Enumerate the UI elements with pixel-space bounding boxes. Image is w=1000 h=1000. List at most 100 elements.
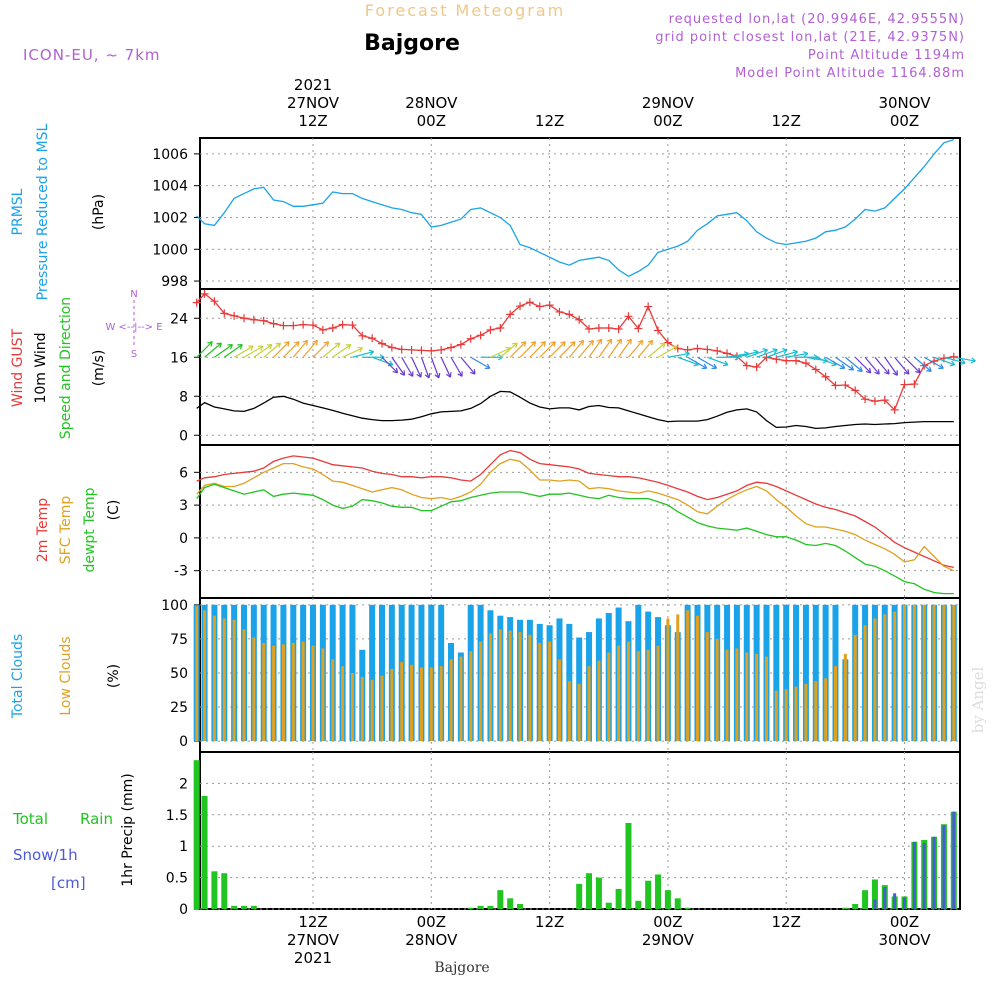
wind-arrow [204,342,222,358]
low-cloud-bar [567,681,571,742]
pressure-unit: (hPa) [91,194,107,230]
rain-bar [862,890,869,909]
top-time-label: 2021 [294,76,332,94]
low-cloud-bar [272,645,276,742]
temperature-ytick-label: -3 [174,564,188,580]
wind-arrow-head [248,345,254,351]
low-cloud-bar [518,632,522,742]
temp-label-sfc: SFC Temp [58,496,74,565]
wind-arrow [499,342,518,358]
wind-arrow [519,341,537,358]
wind-label-dir: Speed and Direction [58,297,74,439]
wind-arrow [588,338,603,358]
rain-bar [193,760,200,909]
wind-arrow [539,341,556,358]
wind-unit: (m/s) [91,350,107,387]
top-time-label: 30NOV [878,94,931,112]
low-cloud-bar [735,648,739,742]
low-cloud-bar [607,652,611,742]
low-cloud-bar [488,633,492,742]
wind-arrow-head [368,349,375,356]
gust-point [328,324,337,332]
low-cloud-bar [853,634,857,742]
wind-ytick-label: 24 [170,311,188,327]
clouds-ytick-label: 0 [179,734,188,750]
bottom-time-label: 00Z [890,913,919,931]
rain-bar [201,795,208,909]
wind-arrow-head [672,345,678,351]
temperature-ytick-label: 3 [179,498,188,514]
rain-bar [211,871,218,909]
gust-point [545,301,554,310]
gust-point [348,321,357,330]
wind-ytick-label: 8 [179,389,188,405]
wind-arrow [825,356,845,369]
snow-bar [873,899,877,909]
low-cloud-bar [390,668,394,742]
wind-arrow [618,338,632,358]
gust-point [841,381,850,390]
wind-arrow-head [484,363,491,369]
total-cloud-bar [822,604,829,742]
wind-arrow [953,356,976,362]
pressure-ytick-label: 1000 [152,242,188,258]
gust-point [456,340,465,349]
low-cloud-bar [843,653,847,742]
bottom-time-label: 27NOV [287,931,340,949]
wind-arrow-head [762,348,768,354]
rain-bar [684,907,691,909]
low-cloud-bar [833,666,837,742]
gust-point [644,302,653,311]
rain-bar [240,905,247,909]
low-cloud-bar [410,664,414,742]
wind-arrow [549,341,566,358]
wind-arrow-head [792,349,799,356]
gust-point [496,324,505,332]
wind-arrow [864,356,880,375]
wind-arrow [420,357,430,379]
wind-arrow-head [434,372,441,379]
wind-arrow [460,356,476,375]
gust-point [279,321,288,330]
top-time-label: 00Z [417,112,446,130]
low-cloud-bar [232,619,236,742]
top-time-label: 00Z [890,112,919,130]
gust-point [289,321,298,330]
clouds-ytick-label: 50 [170,666,188,682]
wind-ytick-label: 0 [179,428,188,444]
top-time-label: 00Z [653,112,682,130]
rain-bar [842,907,849,909]
rain-bar [605,902,612,909]
wind-label-gust: Wind GUST [10,328,26,407]
temperature-series-2m-temp [196,449,954,569]
low-cloud-bar [311,645,315,742]
low-cloud-bar [321,648,325,742]
gust-point [466,334,475,343]
top-time-label: 29NOV [642,94,695,112]
low-cloud-bar [695,615,699,742]
wind-arrow-head [570,341,576,347]
wind-arrow-head [660,342,666,349]
wind-arrow-head [512,342,518,349]
gust-point [693,344,702,353]
wind-arrow [756,349,778,358]
gust-point [703,345,712,354]
low-cloud-bar [597,660,601,742]
wind-arrow [568,340,584,358]
low-cloud-bar [873,618,877,742]
gust-point [821,372,830,381]
gust-point [555,307,564,316]
gust-point [723,349,732,358]
temp-unit: (C) [106,500,122,521]
wind-ytick-label: 16 [170,350,188,366]
low-cloud-bar [380,675,384,742]
bottom-time-label: 30NOV [878,931,931,949]
precip-ytick-label: 1 [179,839,188,855]
total-cloud-bar [783,604,790,742]
wind-arrow [223,344,243,358]
low-cloud-bar [252,637,256,742]
gust-point [249,315,258,324]
low-cloud-bar [449,659,453,742]
